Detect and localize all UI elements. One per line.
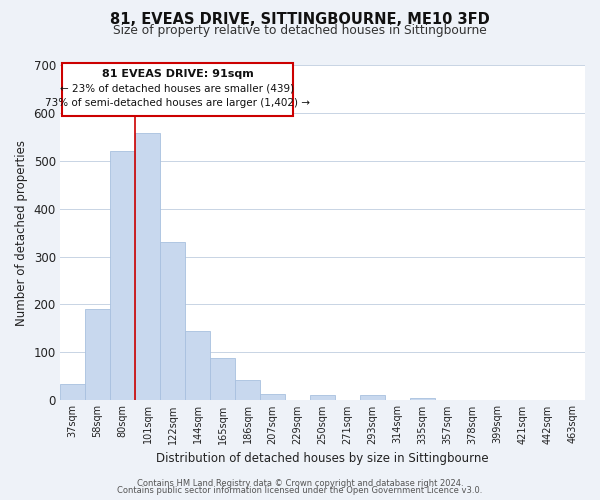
Bar xyxy=(410,398,435,400)
Bar xyxy=(60,384,85,400)
Bar xyxy=(260,394,285,400)
Text: Size of property relative to detached houses in Sittingbourne: Size of property relative to detached ho… xyxy=(113,24,487,37)
Y-axis label: Number of detached properties: Number of detached properties xyxy=(15,140,28,326)
Bar xyxy=(185,330,210,400)
Bar xyxy=(110,151,135,400)
Text: ← 23% of detached houses are smaller (439): ← 23% of detached houses are smaller (43… xyxy=(61,84,295,94)
FancyBboxPatch shape xyxy=(62,64,293,116)
Bar xyxy=(310,395,335,400)
Bar xyxy=(210,358,235,400)
Bar xyxy=(160,242,185,400)
Bar xyxy=(235,380,260,400)
Bar xyxy=(360,396,385,400)
X-axis label: Distribution of detached houses by size in Sittingbourne: Distribution of detached houses by size … xyxy=(156,452,489,465)
Text: 81, EVEAS DRIVE, SITTINGBOURNE, ME10 3FD: 81, EVEAS DRIVE, SITTINGBOURNE, ME10 3FD xyxy=(110,12,490,28)
Bar xyxy=(135,133,160,400)
Bar xyxy=(85,309,110,400)
Text: Contains public sector information licensed under the Open Government Licence v3: Contains public sector information licen… xyxy=(118,486,482,495)
Text: Contains HM Land Registry data © Crown copyright and database right 2024.: Contains HM Land Registry data © Crown c… xyxy=(137,478,463,488)
Text: 73% of semi-detached houses are larger (1,402) →: 73% of semi-detached houses are larger (… xyxy=(45,98,310,108)
Text: 81 EVEAS DRIVE: 91sqm: 81 EVEAS DRIVE: 91sqm xyxy=(101,69,253,79)
